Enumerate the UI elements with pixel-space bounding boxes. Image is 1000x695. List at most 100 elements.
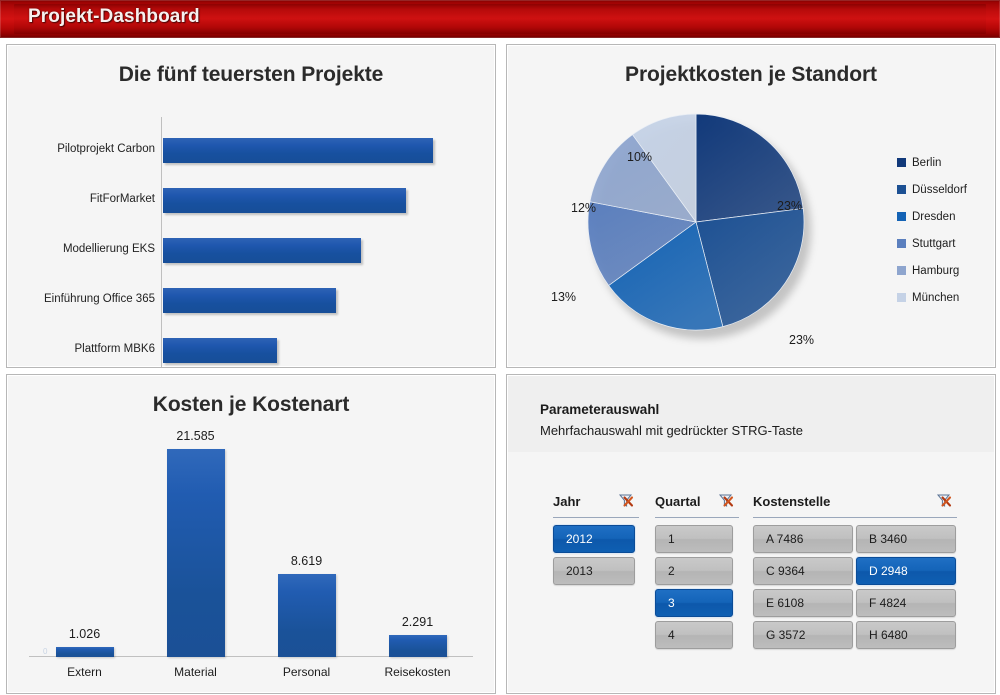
column-chart-bar[interactable]	[388, 634, 447, 657]
column-chart-bar[interactable]	[55, 647, 114, 657]
bar-chart-category-label: Modellierung EKS	[62, 243, 155, 255]
bar-chart-bar[interactable]	[163, 238, 361, 263]
pie-slice[interactable]	[589, 134, 697, 223]
bar-chart-category-label: Plattform MBK6	[74, 343, 155, 355]
bar-chart-category-label: Einführung Office 365	[43, 293, 155, 305]
slicer-header-rule	[655, 517, 739, 518]
legend-swatch-icon	[897, 212, 906, 221]
page-title: Projekt-Dashboard	[28, 6, 200, 27]
bar-chart-value-axis	[161, 117, 162, 367]
legend-swatch-icon	[897, 239, 906, 248]
pie-legend-label: Stuttgart	[912, 237, 956, 250]
column-chart-group: 21.585	[140, 429, 251, 657]
legend-swatch-icon	[897, 293, 906, 302]
slicer-header-rule	[553, 517, 639, 518]
bar-chart-category-label: Pilotprojekt Carbon	[57, 143, 155, 155]
dashboard-title-bar: Projekt-Dashboard	[0, 0, 1000, 38]
clear-filter-icon[interactable]	[618, 493, 635, 509]
column-chart-category-label: Extern	[67, 665, 102, 679]
slicer-item[interactable]: D 2948	[856, 557, 956, 585]
pie-data-label: 23%	[777, 199, 803, 213]
column-chart-category-label: Material	[174, 665, 217, 679]
parameter-selection-header: Parameterauswahl Mehrfachauswahl mit ged…	[508, 376, 994, 452]
column-chart-plot-area: 0 1.026 Extern 21.585 Material 8.619 Personal…	[7, 375, 495, 693]
bar-chart-row: Modellierung EKS	[7, 229, 495, 277]
pie-legend-label: München	[912, 291, 960, 304]
slicer-item[interactable]: 2	[655, 557, 733, 585]
title-bar-inner	[14, 4, 986, 34]
slicer-item[interactable]: 4	[655, 621, 733, 649]
bar-chart-bar[interactable]	[163, 338, 277, 363]
slicer-header-rule	[753, 517, 957, 518]
pie-chart-legend: Berlin Düsseldorf Dresden Stuttgart Hamburg M…	[897, 149, 997, 311]
panel-parameter-selection: Parameterauswahl Mehrfachauswahl mit ged…	[506, 374, 996, 694]
column-chart-group: 2.291	[362, 435, 473, 657]
pie-legend-label: Düsseldorf	[912, 183, 967, 196]
pie-slice[interactable]	[587, 201, 697, 286]
pie-data-label: 23%	[789, 333, 815, 347]
bar-chart-row: Pilotprojekt Carbon	[7, 129, 495, 177]
column-chart-value-label: 2.291	[401, 614, 434, 629]
pie-slice[interactable]	[695, 208, 805, 328]
bar-chart-row: Einführung Office 365	[7, 279, 495, 327]
bar-chart-plot-area: Pilotprojekt Carbon FitForMarket Modellier…	[7, 45, 495, 367]
pie-data-label: 12%	[571, 201, 597, 215]
pie-slice[interactable]	[632, 113, 697, 224]
pie-legend-label: Berlin	[912, 156, 942, 169]
column-chart-group: 1.026	[29, 435, 140, 657]
bar-chart-row: Plattform MBK6	[7, 329, 495, 377]
column-chart-category-label: Reisekosten	[384, 665, 451, 679]
column-chart-value-label: 1.026	[68, 627, 101, 642]
slicer-item[interactable]: B 3460	[856, 525, 956, 553]
chart-title-top-projects: Die fünf teuersten Projekte	[118, 63, 384, 86]
panel-costs-by-location: Projektkosten je Standort 23%23%19%13%12…	[506, 44, 997, 391]
slicer-item[interactable]: 3	[655, 589, 733, 617]
column-chart-bar[interactable]	[166, 448, 225, 657]
pie-data-label: 13%	[551, 290, 577, 304]
column-chart-value-label: 21.585	[176, 428, 215, 443]
slicer-item[interactable]: F 4824	[856, 589, 956, 617]
column-chart-category-axis	[29, 656, 473, 657]
pie-legend-item[interactable]: München	[897, 284, 997, 311]
slicer-item[interactable]: A 7486	[753, 525, 853, 553]
clear-filter-icon[interactable]	[936, 493, 953, 509]
bar-chart-category-label: FitForMarket	[89, 193, 155, 205]
pie-chart-plot-area	[587, 113, 817, 343]
panel-top-projects: Die fünf teuersten Projekte Pilotprojekt…	[6, 44, 496, 368]
column-chart-category-label: Personal	[282, 665, 331, 679]
pie-chart-svg	[587, 113, 805, 331]
slicer-item[interactable]: 2013	[553, 557, 635, 585]
parameter-selection-title: Parameterauswahl	[540, 402, 660, 417]
pie-slice[interactable]	[695, 113, 804, 223]
slicer-header-label: Kostenstelle	[753, 494, 831, 509]
pie-legend-label: Hamburg	[912, 264, 960, 277]
column-chart-group: 8.619	[251, 435, 362, 657]
slicer-header-label: Jahr	[553, 494, 581, 509]
column-chart-bar[interactable]	[277, 573, 336, 657]
pie-legend-item[interactable]: Berlin	[897, 149, 997, 176]
clear-filter-icon[interactable]	[718, 493, 735, 509]
pie-legend-item[interactable]: Düsseldorf	[897, 176, 997, 203]
slicer-item[interactable]: H 6480	[856, 621, 956, 649]
slicer-item[interactable]: 2012	[553, 525, 635, 553]
slicer-item[interactable]: G 3572	[753, 621, 853, 649]
legend-swatch-icon	[897, 266, 906, 275]
chart-title-costs-by-location: Projektkosten je Standort	[625, 63, 877, 86]
slicer-item[interactable]: C 9364	[753, 557, 853, 585]
pie-data-label: 10%	[627, 150, 653, 164]
slicer-header-label: Quartal	[655, 494, 701, 509]
slicer-item[interactable]: E 6108	[753, 589, 853, 617]
legend-swatch-icon	[897, 185, 906, 194]
chart-title-costs-by-type: Kosten je Kostenart	[152, 393, 350, 416]
bar-chart-bar[interactable]	[163, 188, 406, 213]
pie-slice[interactable]	[608, 221, 724, 331]
bar-chart-bar[interactable]	[163, 138, 433, 163]
slicer-item[interactable]: 1	[655, 525, 733, 553]
bar-chart-bar[interactable]	[163, 288, 336, 313]
panel-costs-by-type: Kosten je Kostenart 0 1.026 Extern 21.585 M…	[6, 374, 496, 694]
column-chart-value-label: 8.619	[290, 553, 323, 568]
pie-legend-item[interactable]: Hamburg	[897, 257, 997, 284]
pie-legend-item[interactable]: Stuttgart	[897, 230, 997, 257]
parameter-selection-subtitle: Mehrfachauswahl mit gedrückter STRG-Tast…	[540, 423, 803, 438]
pie-legend-item[interactable]: Dresden	[897, 203, 997, 230]
